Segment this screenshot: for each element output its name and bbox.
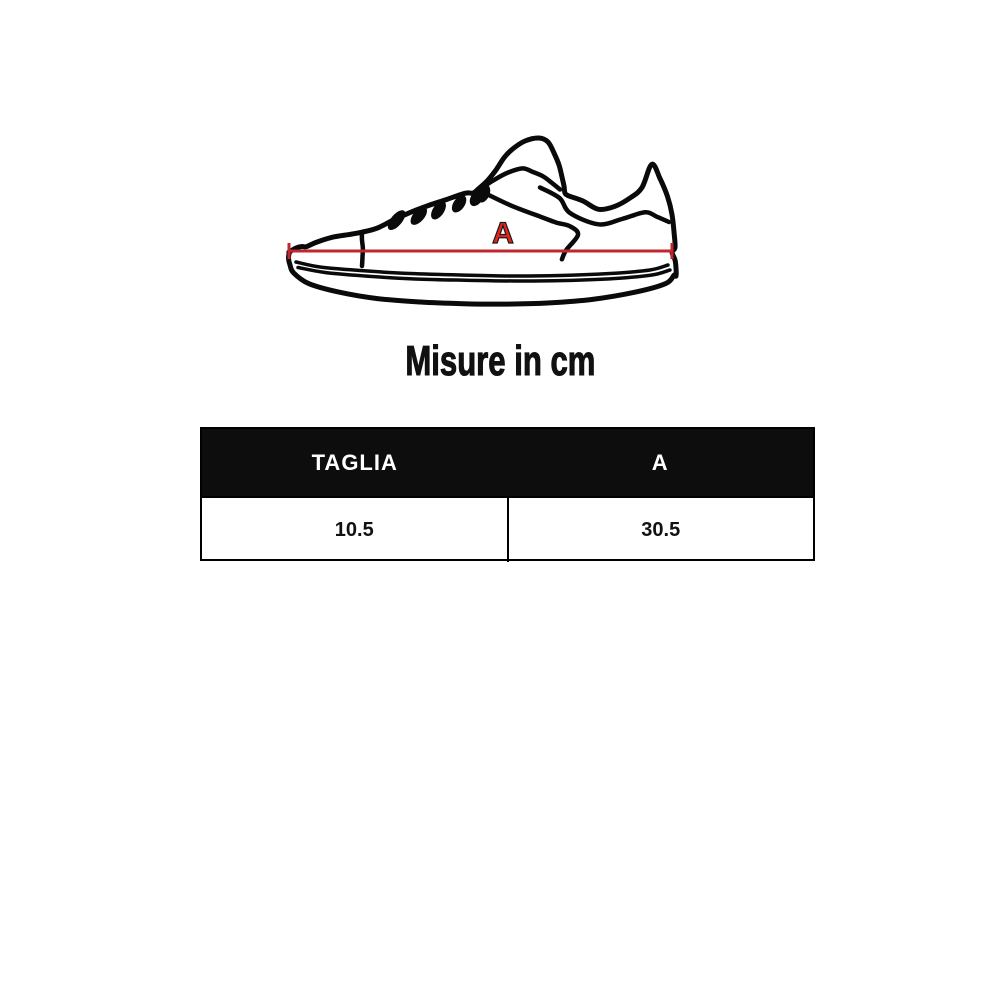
svg-text:A: A xyxy=(492,217,514,250)
